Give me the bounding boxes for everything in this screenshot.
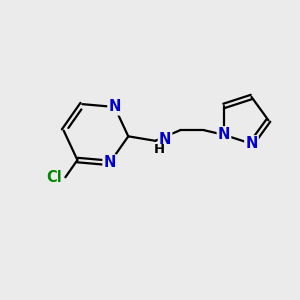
Text: N: N <box>103 155 116 170</box>
Text: H: H <box>153 143 164 156</box>
Text: Cl: Cl <box>46 170 62 185</box>
Text: N: N <box>159 132 171 147</box>
Text: N: N <box>108 100 121 115</box>
Text: N: N <box>218 127 230 142</box>
Text: N: N <box>245 136 258 151</box>
